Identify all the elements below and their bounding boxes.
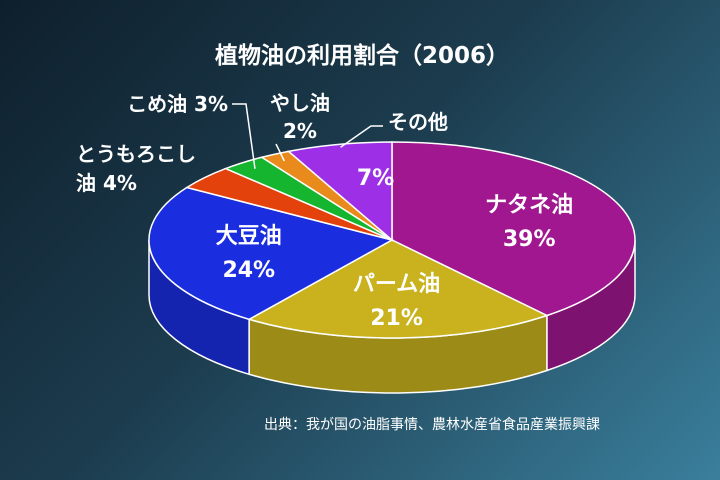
slice-label-ナタネ油: ナタネ油 xyxy=(485,193,573,218)
outer-label-その他: その他 xyxy=(388,110,448,134)
leader-line-やし油 xyxy=(275,143,285,162)
slice-大豆油 xyxy=(148,186,395,321)
outer-label-line1-とうもろこし油: とうもろこし xyxy=(76,142,196,166)
slice-その他 xyxy=(286,141,393,242)
outer-label-line2-やし油: 2% xyxy=(283,119,317,143)
slice-pct-パーム油: 21% xyxy=(370,306,423,331)
outer-label-こめ油: こめ油 3% xyxy=(127,92,228,116)
pie-3d-group xyxy=(148,141,636,394)
source-note: 出典：我が国の油脂事情、農林水産省食品産業振興課 xyxy=(264,416,600,433)
chart-title: 植物油の利用割合（2006） xyxy=(215,42,509,69)
leader-line-こめ油 xyxy=(232,103,256,169)
slice-pct-その他: 7% xyxy=(357,166,394,191)
slice-ナタネ油 xyxy=(391,141,636,317)
slice-label-パーム油: パーム油 xyxy=(353,272,440,297)
outer-label-line1-やし油: やし油 xyxy=(270,91,330,115)
slice-label-大豆油: 大豆油 xyxy=(216,224,282,249)
leader-line-その他 xyxy=(340,125,383,148)
slice-パーム油 xyxy=(247,239,549,339)
slice-pct-ナタネ油: 39% xyxy=(503,227,556,252)
outer-label-line2-とうもろこし油: 油 4% xyxy=(76,171,137,195)
slice-pct-大豆油: 24% xyxy=(222,258,275,283)
